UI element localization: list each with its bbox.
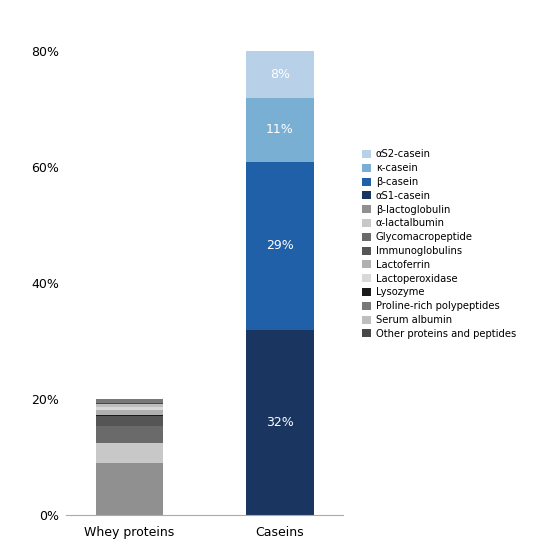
Bar [96, 404, 163, 407]
Bar [96, 403, 163, 404]
Text: 29%: 29% [266, 239, 294, 252]
Bar [96, 415, 163, 416]
Bar [246, 98, 314, 161]
Bar [96, 410, 163, 415]
Bar [246, 161, 314, 330]
Bar [246, 330, 314, 515]
Text: 11%: 11% [266, 123, 294, 136]
Bar [96, 443, 163, 463]
Bar [96, 407, 163, 410]
Legend: αS2-casein, κ-casein, β-casein, αS1-casein, β-lactoglobulin, α-lactalbumin, Glyc: αS2-casein, κ-casein, β-casein, αS1-case… [362, 150, 516, 339]
Text: 8%: 8% [270, 68, 290, 81]
Bar [246, 52, 314, 98]
Bar [96, 416, 163, 427]
Bar [96, 427, 163, 443]
Bar [96, 463, 163, 515]
Bar [96, 399, 163, 403]
Text: 32%: 32% [266, 416, 294, 429]
